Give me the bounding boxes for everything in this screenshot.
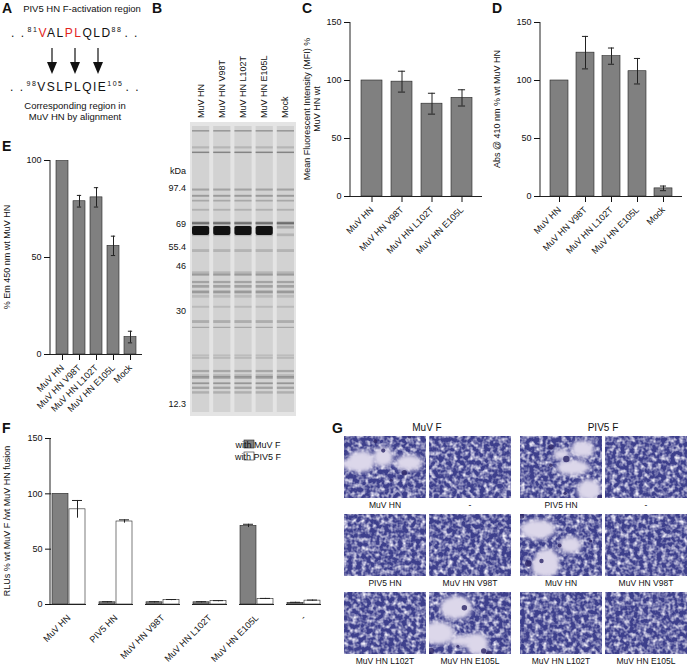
html-text:E: E [2,138,12,154]
svg-text:MuV HN L102T: MuV HN L102T [163,612,214,663]
svg-text:150: 150 [516,17,531,27]
svg-text:MuV HN V98T: MuV HN V98T [443,578,498,588]
svg-text:46: 46 [176,261,186,271]
svg-text:MuV HN E105L: MuV HN E105L [590,205,641,256]
svg-text:150: 150 [27,433,42,443]
html-text:. .98VSLPLQIE105. .: . .98VSLPLQIE105. . [10,80,140,94]
svg-text:with MuV F: with MuV F [234,440,281,450]
svg-text:MuV HN L102T: MuV HN L102T [49,362,100,414]
svg-text:100: 100 [326,75,341,85]
svg-text:Mock: Mock [112,362,135,385]
svg-text:MuV HN L102T: MuV HN L102T [356,656,415,666]
svg-text:50: 50 [331,133,341,143]
svg-text:MuV HN: MuV HN [34,362,66,394]
svg-text:12.3: 12.3 [168,399,186,409]
html-text:B: B [152,0,163,16]
svg-text:50: 50 [32,544,42,554]
svg-text:MuV HN: MuV HN [41,613,72,644]
svg-text:MuV HN: MuV HN [196,84,206,118]
svg-text:MuV HN V98T: MuV HN V98T [34,362,83,411]
svg-text:-: - [645,500,648,510]
svg-text:% Em 450 nm wt MuV HN: % Em 450 nm wt MuV HN [2,205,12,310]
html-text:PIV5 HN F-activation region: PIV5 HN F-activation region [23,3,141,14]
svg-text:MuV HN E105L: MuV HN E105L [259,55,269,118]
svg-text:MuV HN V98T: MuV HN V98T [217,59,227,118]
svg-text:kDa: kDa [170,166,186,176]
svg-text:Abs @ 410 nm % wt MuV HN: Abs @ 410 nm % wt MuV HN [492,50,502,168]
svg-text:MuV HN L102T: MuV HN L102T [532,656,591,666]
svg-text:MuV F: MuV F [412,422,441,433]
svg-text:-: - [298,613,307,622]
svg-text:PIV5 HN: PIV5 HN [544,500,577,510]
svg-text:100: 100 [26,155,41,165]
svg-text:MuV HN V98T: MuV HN V98T [118,612,166,660]
svg-text:PIV5 F: PIV5 F [588,422,619,433]
svg-text:with PIV5 F: with PIV5 F [234,452,282,462]
svg-text:Mean Fluorescent Intensity (MF: Mean Fluorescent Intensity (MFI) %MuV HN… [302,38,322,181]
html-text:F: F [2,420,11,436]
svg-text:PIV5 HN: PIV5 HN [368,578,401,588]
svg-text:MuV HN E105L: MuV HN E105L [616,656,675,666]
html-text:C: C [302,0,313,16]
svg-text:RLUs % wt MuV F /wt MuV HN fus: RLUs % wt MuV F /wt MuV HN fusion [2,446,12,597]
svg-text:MuV HN E105L: MuV HN E105L [209,613,260,664]
svg-text:MuV HN V98T: MuV HN V98T [357,204,406,253]
html-text:Corresponding region in MuV HN: Corresponding region in MuV HN by alignm… [24,100,126,122]
svg-text:50: 50 [31,252,41,262]
svg-text:150: 150 [326,17,341,27]
svg-text:MuV HN E105L: MuV HN E105L [414,205,465,256]
svg-text:100: 100 [27,489,42,499]
svg-text:55.4: 55.4 [168,242,186,252]
svg-text:MuV HN V98T: MuV HN V98T [619,578,674,588]
html-text:. .81V AL PL QLD88. .: . .81V AL PL QLD88. . [11,26,139,40]
svg-text:97.4: 97.4 [168,183,186,193]
svg-text:MuV HN: MuV HN [344,204,376,236]
svg-text:MuV HN E105L: MuV HN E105L [440,656,499,666]
svg-text:-: - [469,500,472,510]
svg-text:MuV HN: MuV HN [369,500,401,510]
svg-text:0: 0 [36,349,41,359]
svg-text:69: 69 [176,219,186,229]
svg-text:MuV HN E105L: MuV HN E105L [66,363,117,414]
svg-text:Mock: Mock [645,204,668,227]
html-text:A: A [2,0,13,16]
svg-text:30: 30 [176,306,186,316]
svg-text:PIV5 HN: PIV5 HN [88,613,120,645]
svg-text:Mock: Mock [280,96,290,118]
svg-text:MuV HN L102T: MuV HN L102T [564,204,615,256]
svg-text:MuV HN V98T: MuV HN V98T [541,204,589,252]
svg-text:0: 0 [336,191,341,201]
svg-text:MuV HN: MuV HN [545,578,577,588]
svg-text:0: 0 [526,191,531,201]
svg-text:50: 50 [521,133,531,143]
svg-text:MuV HN L102T: MuV HN L102T [238,55,248,118]
svg-text:100: 100 [516,75,531,85]
html-text:G: G [332,420,343,436]
svg-text:MuV HN L102T: MuV HN L102T [384,204,436,256]
svg-text:0: 0 [37,599,42,609]
html-text:D: D [492,0,503,16]
